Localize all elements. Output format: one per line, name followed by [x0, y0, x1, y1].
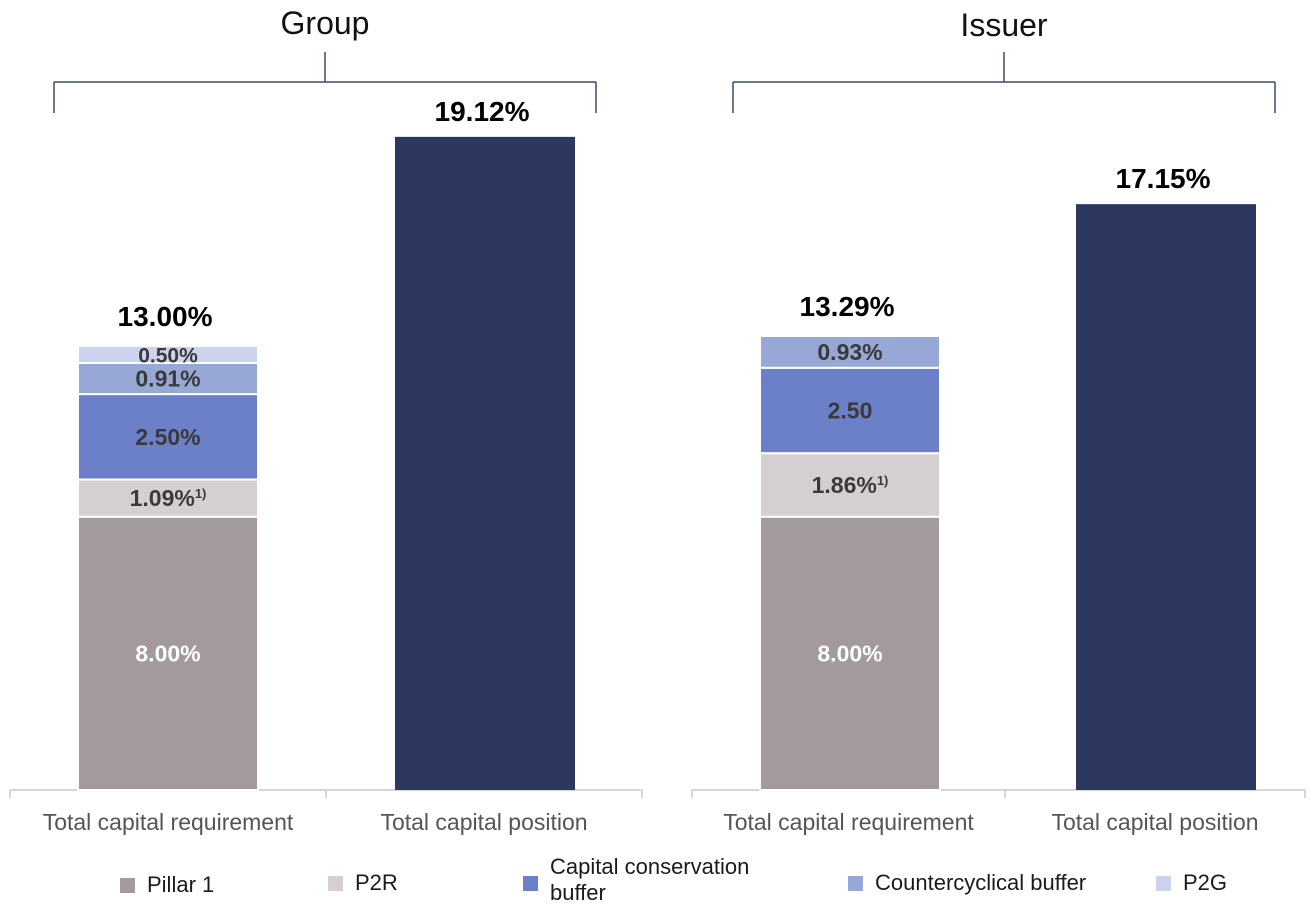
panel-1-segment-value-ccb: 2.50%: [135, 424, 200, 450]
legend-swatch-p2g: [1156, 876, 1171, 891]
panel-2-category-label: Total capital position: [1051, 809, 1258, 835]
legend-label-ccb: Capital conservation buffer: [550, 854, 750, 905]
panel-1-segment-ccyb: [77, 362, 259, 396]
panel-2-segment-label-pillar1: 8.00%: [817, 640, 882, 666]
panel-1-segment-pillar1: [77, 515, 259, 791]
panel-2-segment-footnote-p2r: 1): [877, 473, 889, 488]
panel-1-position-label: 19.12%: [435, 96, 530, 127]
panel-2-category-label: Total capital requirement: [723, 809, 974, 835]
legend-label-p2r: P2R: [355, 870, 398, 895]
panel-1-title: Group: [281, 5, 370, 41]
panel-1-category-label: Total capital position: [380, 809, 587, 835]
panel-2-segment-value-ccb: 2.50: [828, 397, 873, 423]
panel-1-segment-value-p2r: 1.09%: [130, 485, 195, 511]
panel-1-segment-value-pillar1: 8.00%: [135, 640, 200, 666]
panel-1-position-bar: [395, 136, 575, 791]
panel-1-segment-label-pillar1: 8.00%: [135, 640, 200, 666]
legend-swatch-ccyb: [848, 876, 863, 891]
panel-2-segment-value-ccyb: 0.93%: [817, 339, 882, 365]
panel-2-segment-ccb: [759, 366, 941, 455]
panel-1-segment-value-p2g: 0.50%: [138, 344, 198, 367]
panel-1-segment-label-ccyb: 0.91%: [135, 366, 200, 392]
panel-2-total-label: 13.29%: [800, 291, 895, 322]
legend-item-p2g: P2G: [1156, 870, 1227, 896]
legend-item-pillar1: Pillar 1: [120, 872, 214, 898]
panel-2-segment-pillar1: [759, 515, 941, 791]
legend-swatch-pillar1: [120, 878, 135, 893]
panel-1-segment-p2r: [77, 478, 259, 518]
panel-2-segment-label-ccyb: 0.93%: [817, 339, 882, 365]
panel-2-position-label: 17.15%: [1116, 163, 1211, 194]
panel-1-segment-label-p2g: 0.50%: [138, 344, 198, 367]
legend-item-ccb: Capital conservation buffer: [523, 854, 773, 906]
panel-1-total-label: 13.00%: [118, 301, 213, 332]
legend-label-p2g: P2G: [1183, 870, 1228, 895]
panel-2-position-bar: [1076, 204, 1256, 790]
panel-1-segment-ccb: [77, 393, 259, 481]
panel-2-segment-value-p2r: 1.86%: [812, 472, 877, 498]
legend-swatch-ccb: [523, 876, 538, 891]
panel-2-segment-value-pillar1: 8.00%: [817, 640, 882, 666]
legend-item-ccyb: Countercyclical buffer: [848, 870, 1086, 896]
legend-label-pillar1: Pillar 1: [147, 872, 215, 897]
panel-2-segment-ccyb: [759, 335, 941, 369]
panel-1-segment-footnote-p2r: 1): [195, 486, 207, 501]
panel-1-segment-p2g: [77, 344, 259, 365]
panel-2-segment-label-p2r: 1.86%1): [812, 472, 889, 498]
panel-2-title: Issuer: [960, 7, 1047, 43]
panel-1-category-label: Total capital requirement: [43, 809, 294, 835]
panel-1-segment-value-ccyb: 0.91%: [135, 366, 200, 392]
legend-swatch-p2r: [328, 876, 343, 891]
panel-1-segment-label-p2r: 1.09%1): [130, 485, 207, 511]
legend-item-p2r: P2R: [328, 870, 398, 896]
legend-label-ccyb: Countercyclical buffer: [875, 870, 1087, 895]
panel-2-segment-label-ccb: 2.50: [828, 397, 873, 423]
panel-2-segment-p2r: [759, 452, 941, 518]
panel-1-segment-label-ccb: 2.50%: [135, 424, 200, 450]
